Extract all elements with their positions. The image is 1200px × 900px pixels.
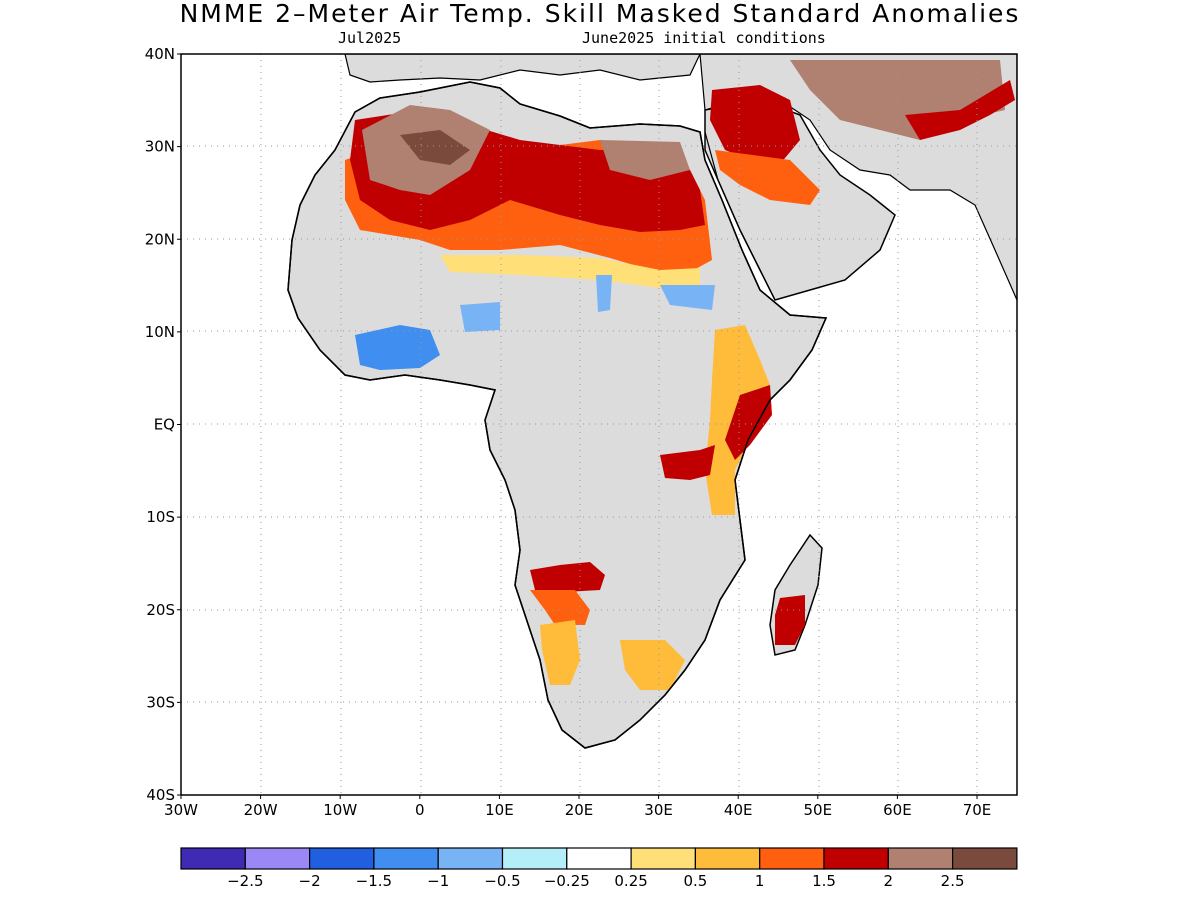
longitude-labels: 30W 20W 10W 0 10E 20E 30E 40E 50E 60E 70E <box>164 801 991 819</box>
colorbar-label: −2 <box>299 872 321 890</box>
colorbar-label: −0.5 <box>484 872 520 890</box>
colorbar-swatch <box>437 847 504 870</box>
colorbar-swatch <box>887 847 954 870</box>
eastafrica-anomaly-red <box>725 385 772 460</box>
westafrica-anomaly-blue <box>355 325 440 370</box>
colorbar-label: −2.5 <box>227 872 263 890</box>
southafrica-anomaly-yellow <box>620 640 685 690</box>
lon-label: 30E <box>644 801 673 819</box>
lat-label: 20N <box>145 230 175 248</box>
colorbar-swatch <box>373 847 439 870</box>
axis-ticks <box>177 53 978 799</box>
namibia-anomaly-yellow <box>540 620 580 685</box>
lon-label: 20E <box>565 801 594 819</box>
lon-label: 20W <box>244 801 278 819</box>
lat-label: 20S <box>146 601 175 619</box>
colorbar-label: −0.25 <box>544 872 590 890</box>
lat-label: 40N <box>145 45 175 63</box>
tanzania-anomaly-red <box>660 445 715 480</box>
africa-coastline <box>287 81 828 749</box>
lon-label: 70E <box>963 801 992 819</box>
lat-label: 10S <box>146 508 175 526</box>
lon-label: 50E <box>804 801 833 819</box>
colorbar-labels: −2.5 −2 −1.5 −1 −0.5 −0.25 0.25 0.5 1 1.5 2 2.5 <box>227 872 964 890</box>
madagascar-anomaly-red <box>775 595 805 645</box>
colorbar-swatch <box>309 847 375 870</box>
lat-label: EQ <box>154 416 175 434</box>
colorbar-swatch <box>566 847 632 870</box>
graticule <box>181 54 1017 795</box>
lat-label: 30S <box>146 693 175 711</box>
colorbar-label: −1.5 <box>356 872 392 890</box>
chad-anomaly-lightblue <box>660 285 715 310</box>
colorbar <box>180 847 1018 870</box>
colorbar-label: 0.5 <box>683 872 707 890</box>
colorbar-label: 0.25 <box>614 872 647 890</box>
colorbar-swatch <box>630 847 696 870</box>
sahel-anomaly-yellow <box>440 255 700 288</box>
westafrica-anomaly-lightblue <box>460 302 500 332</box>
colorbar-swatch <box>694 847 761 870</box>
namibia-anomaly-orange <box>530 590 590 625</box>
colorbar-label: 1.5 <box>812 872 836 890</box>
europe-landmass <box>344 54 701 83</box>
latitude-labels: 40N 30N 20N 10N EQ 10S 20S 30S 40S <box>145 45 175 804</box>
colorbar-swatch <box>951 847 1018 870</box>
map-title: NMME 2–Meter Air Temp. Skill Masked Stan… <box>179 0 1021 28</box>
arabia-anomaly-red <box>710 85 800 170</box>
sahara-anomaly-darkbrown <box>400 130 470 165</box>
sudan-anomaly-lightblue <box>596 275 612 312</box>
initial-conditions: June2025 initial conditions <box>582 29 826 47</box>
colorbar-swatch <box>759 847 825 870</box>
colorbar-label: −1 <box>427 872 449 890</box>
angola-anomaly-red <box>530 562 605 592</box>
colorbar-label: 1 <box>755 872 765 890</box>
lat-label: 30N <box>145 138 175 156</box>
colorbar-swatch <box>823 847 889 870</box>
colorbar-label: 2.5 <box>941 872 965 890</box>
colorbar-swatch <box>244 847 311 870</box>
lon-label: 0 <box>415 801 425 819</box>
colorbar-swatch <box>501 847 568 870</box>
colorbar-swatch <box>180 847 246 870</box>
target-month: Jul2025 <box>338 29 402 47</box>
lon-label: 60E <box>883 801 912 819</box>
lon-label: 10W <box>323 801 357 819</box>
red-sea-coast <box>704 131 776 301</box>
lat-label: 10N <box>145 323 175 341</box>
iran-anomaly-red <box>905 80 1015 140</box>
lon-label: 40E <box>724 801 753 819</box>
arabia-anomaly-orange <box>715 150 820 205</box>
lon-label: 10E <box>485 801 514 819</box>
egypt-anomaly-brown <box>600 140 690 180</box>
lon-label: 30W <box>164 801 198 819</box>
colorbar-label: 2 <box>884 872 894 890</box>
map-field <box>181 54 1017 795</box>
lat-label: 40S <box>146 786 175 804</box>
